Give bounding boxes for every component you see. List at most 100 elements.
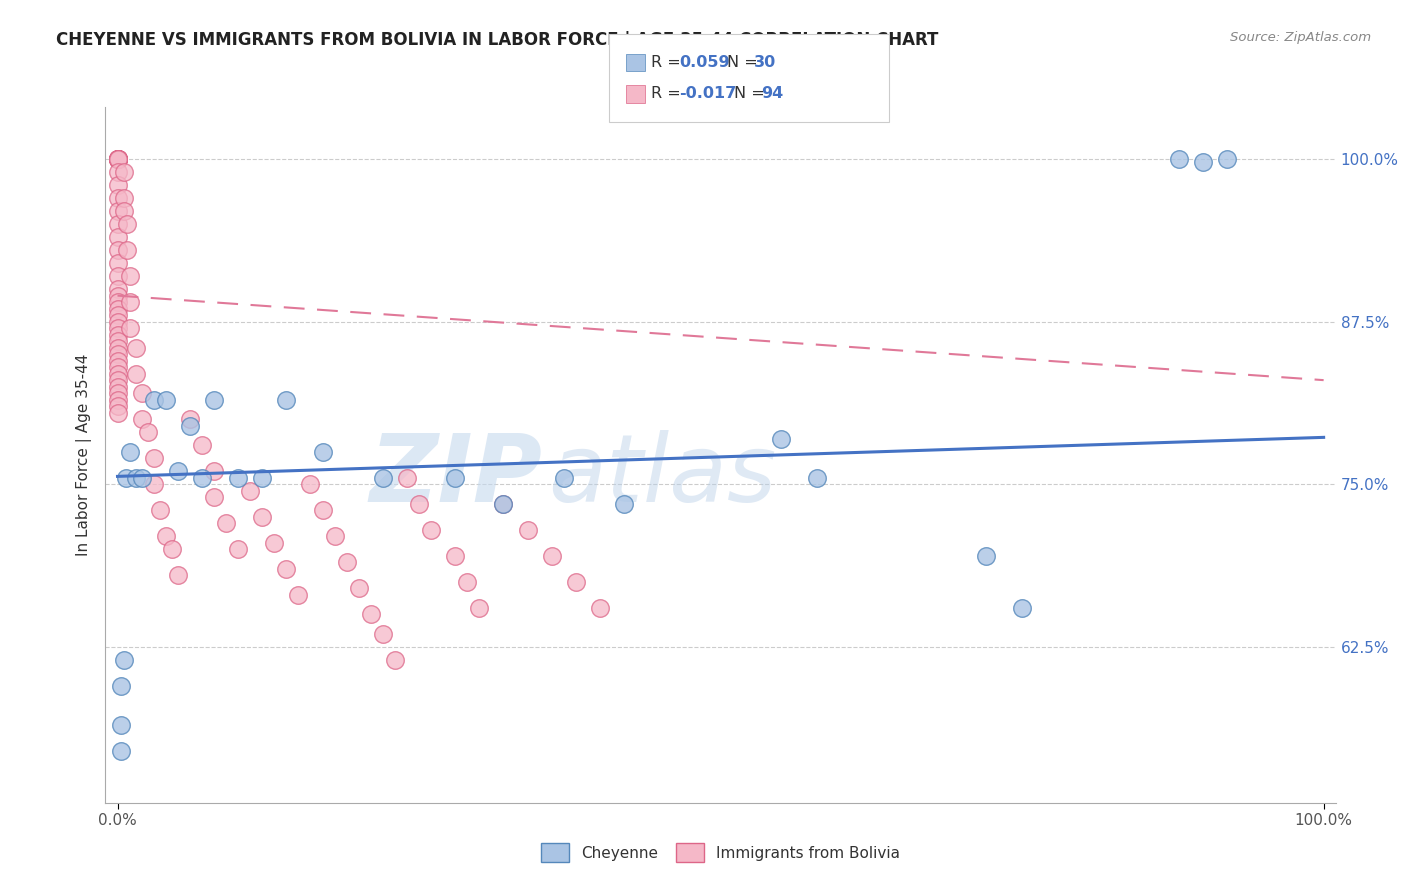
Point [565,574,588,589]
Point [112,653,135,667]
Point [124,471,146,485]
Point [226,542,249,557]
Point [107,341,129,355]
Point [107,152,129,166]
Point [444,471,467,485]
Point [107,152,129,166]
Point [191,438,214,452]
Point [468,600,491,615]
Text: 30: 30 [754,55,776,70]
Point [107,152,129,166]
Point [142,477,165,491]
Point [215,516,238,531]
Point [107,152,129,166]
Point [252,509,274,524]
Point [263,535,285,549]
Point [287,588,309,602]
Point [107,152,129,166]
Point [371,471,394,485]
Point [107,308,129,322]
Point [107,152,129,166]
Point [806,471,828,485]
Point [613,497,636,511]
Point [276,392,298,407]
Point [107,379,129,393]
Point [107,269,129,284]
Point [107,165,129,179]
Text: CHEYENNE VS IMMIGRANTS FROM BOLIVIA IN LABOR FORCE | AGE 35-44 CORRELATION CHART: CHEYENNE VS IMMIGRANTS FROM BOLIVIA IN L… [56,31,939,49]
Point [124,341,146,355]
Point [107,152,129,166]
Point [107,360,129,375]
Point [107,386,129,401]
Point [124,367,146,381]
Point [110,718,132,732]
Point [107,406,129,420]
Point [107,152,129,166]
Point [112,191,135,205]
Point [166,464,188,478]
Point [107,295,129,310]
Point [115,471,138,485]
Point [131,471,153,485]
Point [202,490,225,504]
Point [516,523,538,537]
Text: N =: N = [727,55,763,70]
Point [107,152,129,166]
Point [107,230,129,244]
Point [974,549,997,563]
Point [384,653,406,667]
Point [311,444,333,458]
Point [107,204,129,219]
Point [179,418,201,433]
Text: ZIP: ZIP [370,430,543,522]
Point [107,282,129,296]
Point [118,321,141,335]
Point [311,503,333,517]
Point [360,607,382,622]
Point [336,555,359,569]
Text: Source: ZipAtlas.com: Source: ZipAtlas.com [1230,31,1371,45]
Point [202,392,225,407]
Point [107,152,129,166]
Point [118,269,141,284]
Point [107,288,129,302]
Point [112,204,135,219]
Point [299,477,322,491]
Point [202,464,225,478]
Point [110,744,132,758]
Point [107,152,129,166]
Point [276,562,298,576]
Point [179,412,201,426]
Point [492,497,515,511]
Y-axis label: In Labor Force | Age 35-44: In Labor Force | Age 35-44 [76,354,91,556]
Legend: Cheyenne, Immigrants from Bolivia: Cheyenne, Immigrants from Bolivia [536,838,905,868]
Point [107,353,129,368]
Point [118,444,141,458]
Point [395,471,418,485]
Point [160,542,183,557]
Point [540,549,562,563]
Point [107,321,129,335]
Point [107,315,129,329]
Point [107,373,129,387]
Text: R =: R = [651,55,686,70]
Point [1192,154,1215,169]
Point [107,217,129,231]
Point [142,451,165,466]
Point [107,392,129,407]
Point [118,295,141,310]
Point [191,471,214,485]
Point [107,301,129,316]
Point [115,217,138,231]
Point [142,392,165,407]
Text: N =: N = [734,87,770,101]
Point [107,256,129,270]
Point [131,386,153,401]
Point [107,327,129,342]
Point [107,152,129,166]
Point [553,471,575,485]
Text: atlas: atlas [548,430,776,521]
Point [155,392,177,407]
Point [155,529,177,543]
